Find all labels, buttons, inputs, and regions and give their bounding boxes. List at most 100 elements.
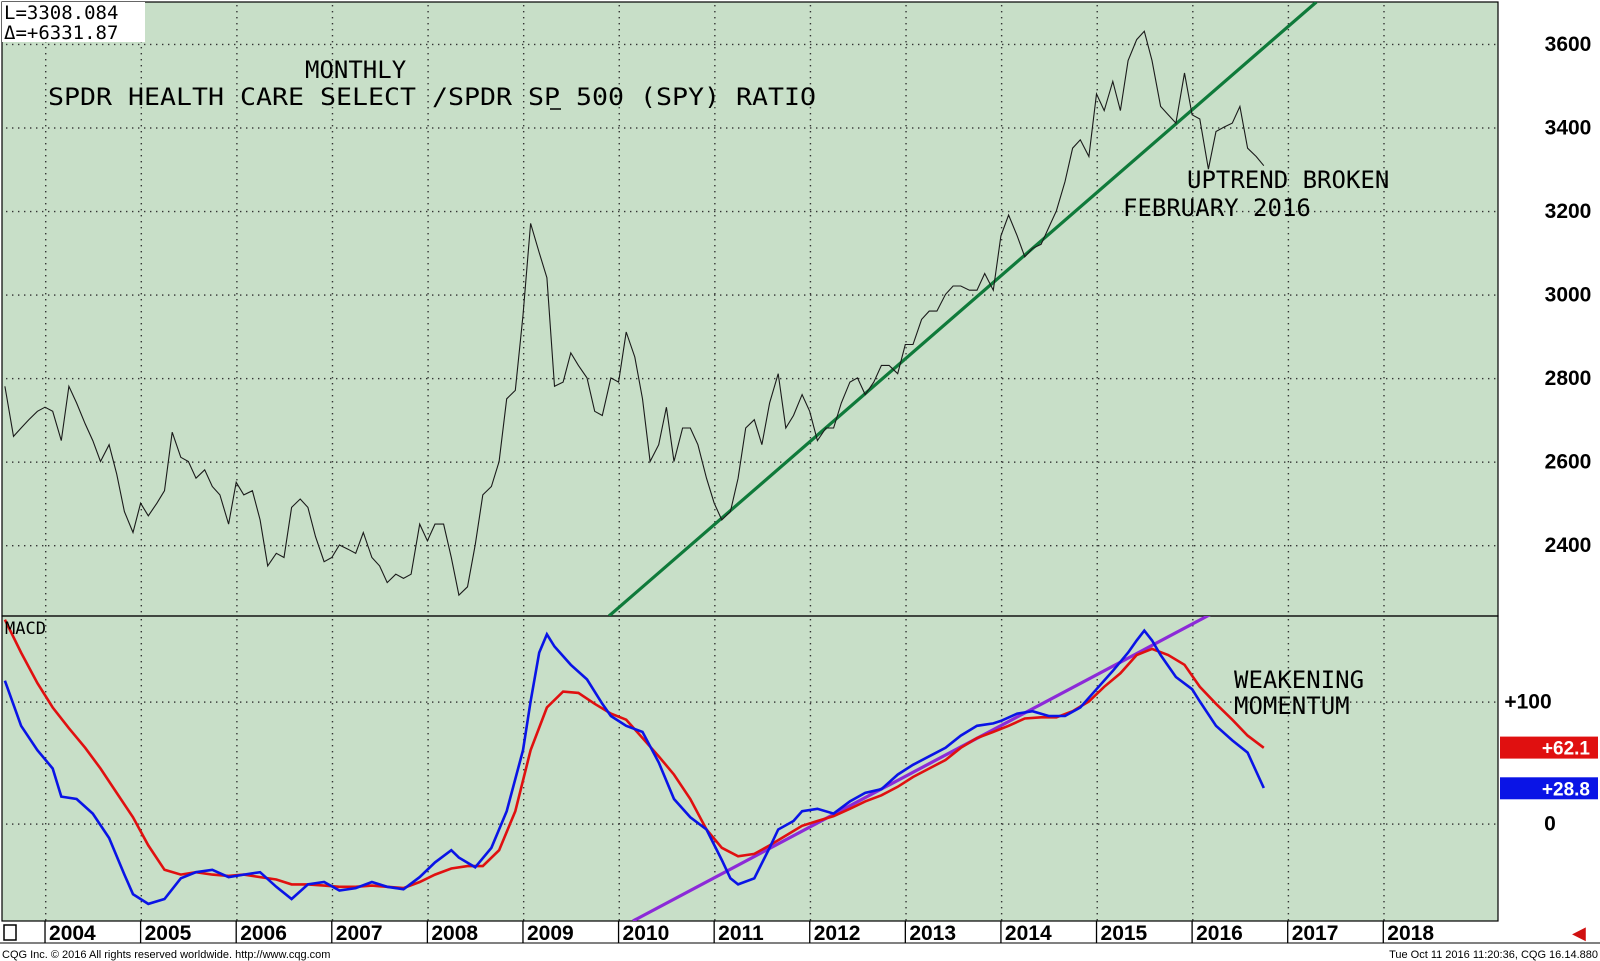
grid-dot <box>809 811 812 813</box>
grid-dot <box>1266 461 1268 463</box>
grid-dot <box>45 539 47 541</box>
grid-dot <box>140 557 143 559</box>
grid-dot <box>588 294 590 296</box>
grid-dot <box>1287 661 1290 663</box>
grid-dot <box>236 323 238 325</box>
grid-dot <box>1380 377 1382 380</box>
grid-dot <box>1287 611 1290 613</box>
grid-dot <box>582 294 584 296</box>
grid-dot <box>894 544 896 547</box>
grid-dot <box>516 210 518 213</box>
grid-dot <box>905 179 907 181</box>
grid-dot <box>427 497 429 499</box>
grid-dot <box>714 823 716 825</box>
grid-dot <box>1470 294 1472 296</box>
grid-dot <box>809 643 812 645</box>
grid-dot <box>1000 829 1003 831</box>
grid-dot <box>654 377 656 380</box>
grid-dot <box>630 210 632 213</box>
grid-dot <box>618 461 620 463</box>
grid-dot <box>1440 701 1442 703</box>
grid-dot <box>427 407 429 409</box>
grid-dot <box>1383 817 1385 819</box>
grid-dot <box>300 461 302 463</box>
grid-dot <box>1398 823 1400 825</box>
grid-dot <box>427 197 429 199</box>
grid-dot <box>678 377 680 380</box>
grid-dot <box>642 544 644 547</box>
grid-dot <box>809 515 812 517</box>
grid-dot <box>1096 727 1098 729</box>
grid-dot <box>714 17 716 19</box>
scroll-right-arrow-icon[interactable]: ◀ <box>1572 923 1586 944</box>
grid-dot <box>618 43 620 46</box>
grid-dot <box>1096 137 1098 139</box>
grid-dot <box>714 455 716 457</box>
grid-dot <box>798 823 800 825</box>
grid-dot <box>474 823 476 825</box>
grid-dot <box>18 461 20 463</box>
grid-dot <box>905 599 907 601</box>
grid-dot <box>1000 431 1003 433</box>
grid-dot <box>522 215 525 217</box>
grid-dot <box>1470 127 1472 129</box>
grid-dot <box>1362 701 1364 703</box>
grid-dot <box>180 127 182 129</box>
grid-dot <box>1320 544 1322 547</box>
grid-dot <box>1170 823 1172 825</box>
grid-dot <box>1266 377 1268 380</box>
grid-dot <box>1404 294 1406 296</box>
grid-dot <box>1260 43 1262 46</box>
grid-dot <box>45 149 47 151</box>
grid-dot <box>1248 701 1250 703</box>
grid-dot <box>809 47 812 49</box>
grid-dot <box>809 901 812 903</box>
grid-dot <box>809 631 812 633</box>
grid-dot <box>809 781 812 783</box>
grid-dot <box>427 77 429 79</box>
grid-dot <box>1000 539 1003 541</box>
grid-dot <box>384 294 386 296</box>
grid-dot <box>1254 461 1256 463</box>
grid-dot <box>822 210 824 213</box>
grid-dot <box>45 823 47 825</box>
grid-dot <box>1000 119 1003 121</box>
grid-dot <box>198 701 200 703</box>
grid-dot <box>12 544 14 547</box>
grid-dot <box>840 43 842 46</box>
grid-dot <box>1383 77 1385 79</box>
grid-dot <box>282 544 284 547</box>
grid-dot <box>336 461 338 463</box>
grid-dot <box>870 43 872 46</box>
grid-dot <box>140 71 143 73</box>
grid-dot <box>474 377 476 380</box>
grid-dot <box>606 210 608 213</box>
grid-dot <box>510 127 512 129</box>
grid-dot <box>331 913 334 915</box>
grid-dot <box>1000 209 1003 211</box>
grid-dot <box>396 127 398 129</box>
grid-dot <box>84 43 86 46</box>
grid-dot <box>1236 127 1238 129</box>
grid-dot <box>1000 341 1003 343</box>
grid-dot <box>1428 823 1430 825</box>
macd-trend-line <box>632 616 1211 921</box>
grid-dot <box>1368 823 1370 825</box>
grid-dot <box>618 389 620 391</box>
grid-dot <box>558 823 560 825</box>
grid-dot <box>558 701 560 703</box>
grid-dot <box>236 895 238 897</box>
grid-dot <box>1482 823 1484 825</box>
grid-dot <box>1326 701 1328 703</box>
grid-dot <box>140 341 143 343</box>
grid-dot <box>942 127 944 129</box>
grid-dot <box>24 43 26 46</box>
scroll-left-box[interactable] <box>3 924 17 941</box>
grid-dot <box>140 895 143 897</box>
grid-dot <box>1398 461 1400 463</box>
grid-dot <box>588 701 590 703</box>
grid-dot <box>1287 793 1290 795</box>
grid-dot <box>1096 71 1098 73</box>
grid-dot <box>1383 317 1385 319</box>
grid-dot <box>1002 127 1004 129</box>
